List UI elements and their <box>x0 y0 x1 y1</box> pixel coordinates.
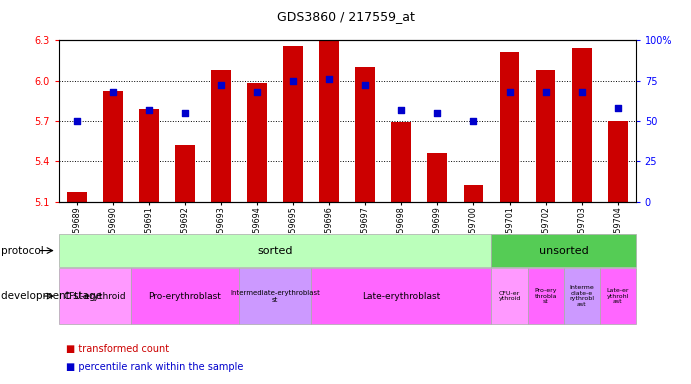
Point <box>143 107 154 113</box>
Text: CFU-erythroid: CFU-erythroid <box>64 291 126 301</box>
Text: Pro-erythroblast: Pro-erythroblast <box>149 291 221 301</box>
Point <box>107 89 118 95</box>
Point <box>540 89 551 95</box>
Bar <box>139 109 159 202</box>
Point <box>323 76 334 82</box>
Bar <box>500 52 520 202</box>
Bar <box>464 185 484 202</box>
Text: Interme
diate-e
rythrobl
ast: Interme diate-e rythrobl ast <box>569 285 594 307</box>
Bar <box>391 122 411 202</box>
Bar <box>536 70 556 202</box>
Point <box>180 110 191 116</box>
Point <box>71 118 82 124</box>
Bar <box>608 121 627 202</box>
Text: ■ transformed count: ■ transformed count <box>66 344 169 354</box>
Text: Late-er
ythrohl
ast: Late-er ythrohl ast <box>607 288 629 305</box>
Bar <box>319 40 339 202</box>
Point <box>360 83 371 89</box>
Text: Late-erythroblast: Late-erythroblast <box>362 291 440 301</box>
Point <box>612 105 623 111</box>
Text: Intermediate-erythroblast
st: Intermediate-erythroblast st <box>230 290 320 303</box>
Point <box>216 83 227 89</box>
Bar <box>211 70 231 202</box>
Point <box>252 89 263 95</box>
Bar <box>283 46 303 202</box>
Point <box>576 89 587 95</box>
Text: GDS3860 / 217559_at: GDS3860 / 217559_at <box>276 10 415 23</box>
Text: unsorted: unsorted <box>539 245 589 256</box>
Text: development stage: development stage <box>1 291 102 301</box>
Bar <box>175 145 195 202</box>
Bar <box>103 91 123 202</box>
Point <box>287 78 299 84</box>
Point <box>468 118 479 124</box>
Bar <box>247 83 267 202</box>
Point <box>504 89 515 95</box>
Text: CFU-er
ythroid: CFU-er ythroid <box>498 291 521 301</box>
Text: ■ percentile rank within the sample: ■ percentile rank within the sample <box>66 362 243 372</box>
Point <box>432 110 443 116</box>
Point <box>396 107 407 113</box>
Text: Pro-ery
throbla
st: Pro-ery throbla st <box>534 288 557 305</box>
Text: sorted: sorted <box>257 245 293 256</box>
Text: protocol: protocol <box>1 245 44 256</box>
Bar <box>428 153 447 202</box>
Bar <box>67 192 86 202</box>
Bar <box>355 67 375 202</box>
Bar <box>571 48 591 202</box>
